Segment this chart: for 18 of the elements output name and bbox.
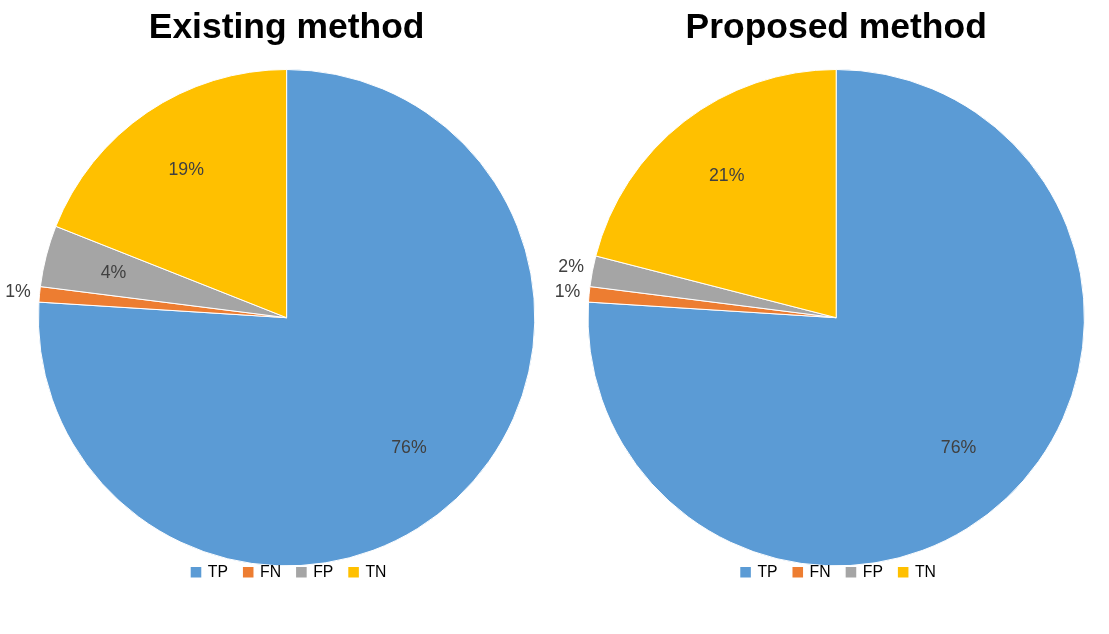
legend-label: TP bbox=[757, 563, 778, 581]
data-label: 4% bbox=[100, 262, 127, 283]
data-label: 2% bbox=[558, 256, 585, 277]
data-label: 21% bbox=[708, 165, 745, 186]
data-label: 1% bbox=[554, 281, 581, 302]
data-label: 76% bbox=[391, 436, 427, 457]
chart-title: Proposed method bbox=[685, 5, 987, 46]
legend-label: FP bbox=[313, 563, 334, 581]
legend-label: TN bbox=[365, 563, 387, 581]
legend-label: FP bbox=[862, 563, 883, 581]
data-label: 19% bbox=[168, 158, 205, 179]
legend-label: FN bbox=[809, 563, 831, 581]
data-label: 76% bbox=[940, 436, 977, 457]
legend-label: TN bbox=[914, 563, 936, 581]
chart-title: Existing method bbox=[148, 5, 425, 46]
legend-label: FN bbox=[260, 563, 282, 581]
data-label: 1% bbox=[5, 281, 31, 302]
legend-label: TP bbox=[207, 563, 228, 581]
